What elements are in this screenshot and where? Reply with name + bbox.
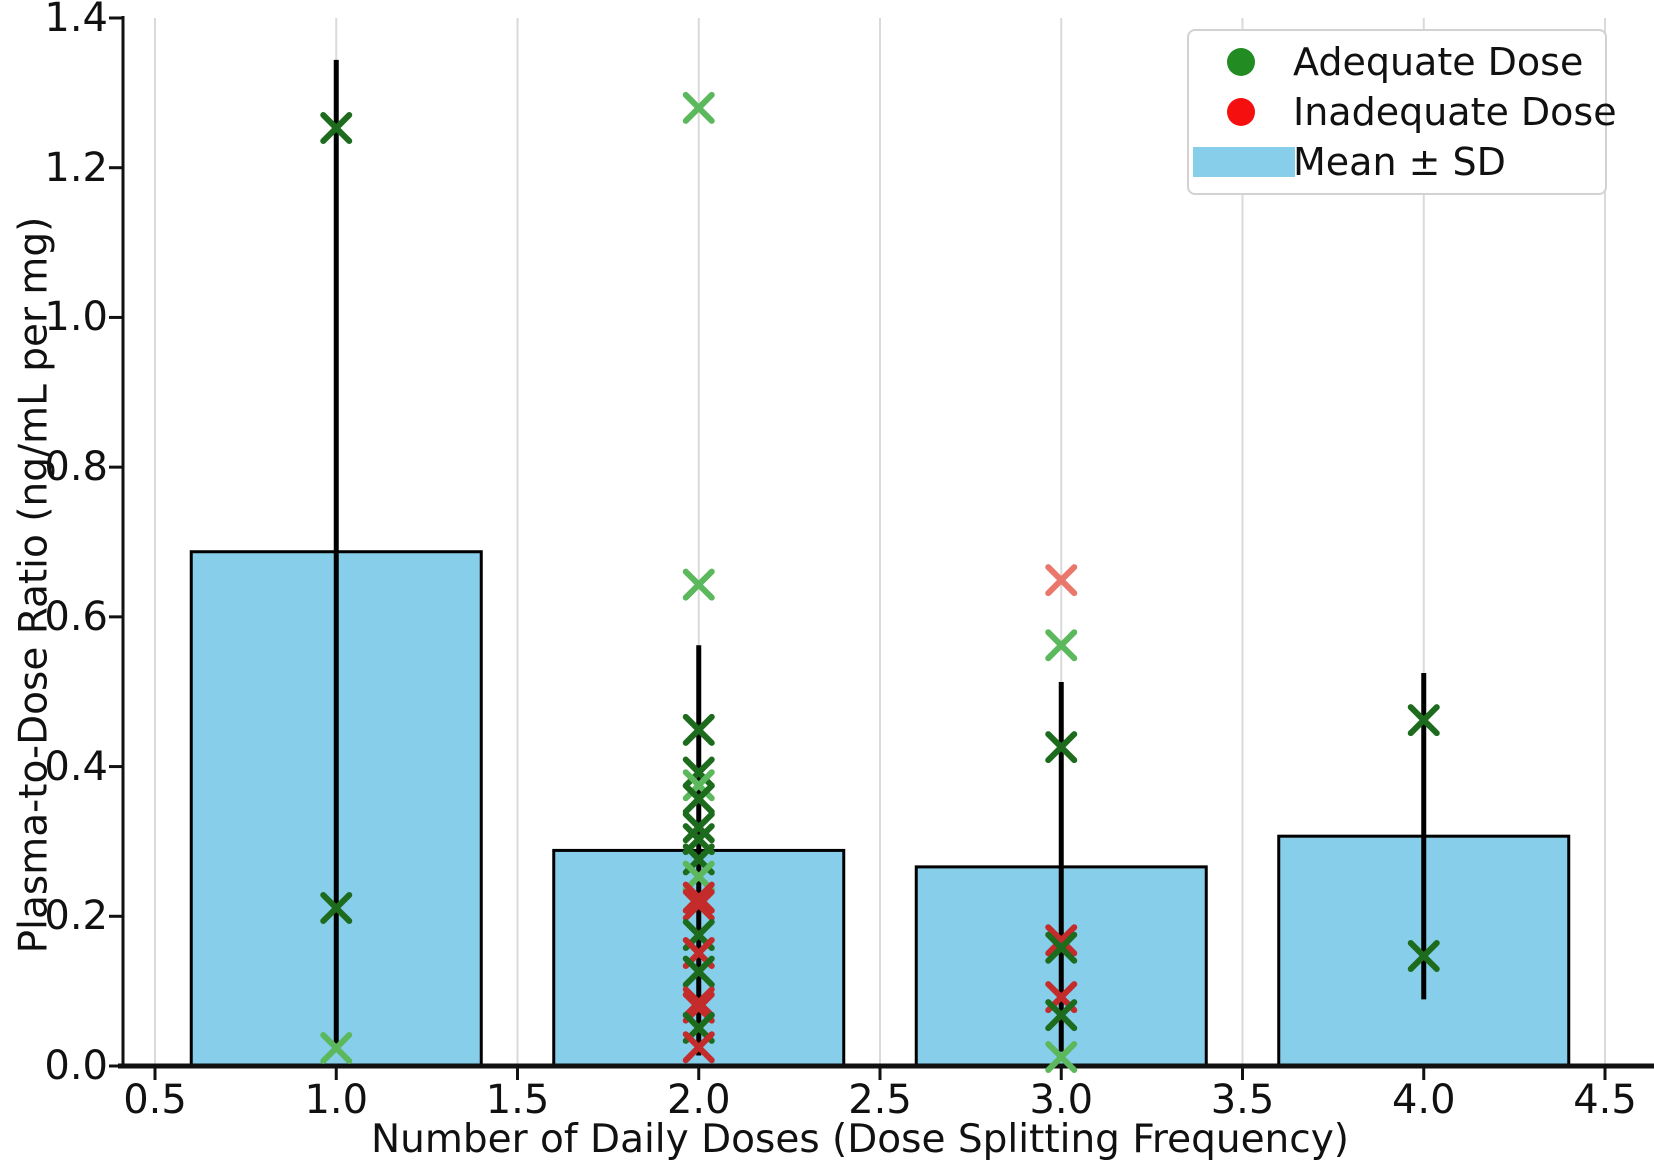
y-tick-label: 0.2	[44, 893, 108, 940]
scatter-x-marker	[320, 892, 353, 925]
scatter-x-marker	[1407, 939, 1440, 972]
x-tick-label: 2.5	[848, 1077, 912, 1123]
y-tick-label: 1.0	[44, 294, 108, 341]
mean-sd-swatch-icon	[1193, 147, 1295, 177]
legend-item-adequate-dose: Adequate Dose	[1189, 38, 1605, 86]
scatter-x-marker	[682, 782, 715, 815]
x-tick-label: 4.0	[1391, 1077, 1456, 1123]
x-tick-label: 3.5	[1210, 1077, 1275, 1123]
scatter-x-marker	[682, 756, 715, 789]
scatter-x-marker	[1045, 629, 1078, 662]
scatter-x-marker	[682, 811, 715, 844]
x-axis-title: Number of Daily Doses (Dose Splitting Fr…	[370, 1117, 1350, 1162]
adequate-dose-circle-icon	[1227, 48, 1255, 76]
scatter-x-marker	[320, 1032, 353, 1065]
y-tick-label: 0.6	[44, 593, 108, 640]
scatter-x-marker	[682, 955, 715, 988]
legend-label-inadequate: Inadequate Dose	[1293, 90, 1617, 134]
legend-item-mean-sd: Mean ± SD	[1189, 138, 1605, 186]
y-tick-label: 1.2	[44, 144, 108, 191]
scatter-x-marker	[682, 91, 715, 124]
y-tick-label: 0.0	[44, 1043, 108, 1089]
legend-item-inadequate-dose: Inadequate Dose	[1189, 88, 1617, 136]
scatter-x-marker	[1407, 704, 1440, 737]
scatter-x-marker	[1045, 1041, 1078, 1074]
scatter-x-marker	[1045, 731, 1078, 764]
scatter-x-marker	[1045, 564, 1078, 597]
scatter-x-marker	[682, 713, 715, 746]
scatter-x-marker	[1045, 931, 1078, 964]
x-tick-label: 3.0	[1029, 1077, 1094, 1123]
x-tick-label: 2.0	[666, 1077, 731, 1123]
y-tick-label: 1.4	[44, 0, 108, 41]
scatter-x-marker	[682, 568, 715, 601]
legend-label-adequate: Adequate Dose	[1293, 40, 1584, 84]
x-tick-label: 1.0	[304, 1077, 369, 1123]
legend: Adequate Dose Inadequate Dose Mean ± SD	[1187, 29, 1617, 195]
scatter-x-marker	[682, 889, 715, 922]
y-tick-label: 0.8	[44, 444, 108, 491]
scatter-x-marker	[682, 881, 715, 914]
scatter-x-marker	[1045, 999, 1078, 1032]
scatter-x-marker	[682, 1031, 715, 1064]
scatter-x-marker	[320, 112, 353, 145]
scatter-x-marker	[682, 986, 715, 1019]
inadequate-dose-circle-icon	[1227, 98, 1255, 126]
scatter-x-marker	[1045, 924, 1078, 957]
x-tick-label: 4.5	[1573, 1077, 1637, 1123]
legend-label-mean-sd: Mean ± SD	[1293, 140, 1506, 184]
y-tick-label: 0.4	[44, 743, 108, 790]
x-tick-label: 1.5	[485, 1077, 550, 1123]
x-tick-label: 0.5	[123, 1077, 187, 1123]
